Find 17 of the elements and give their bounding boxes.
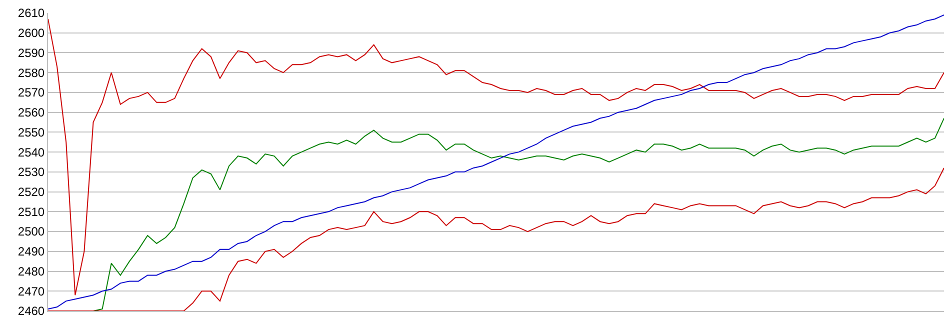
y-tick-label: 2510	[18, 204, 45, 219]
line-series	[92, 118, 944, 311]
y-tick-label: 2560	[18, 106, 45, 120]
y-tick-label: 2530	[18, 165, 45, 180]
y-tick-label: 2490	[18, 244, 45, 259]
y-tick-label: 2470	[18, 284, 45, 298]
y-tick-label: 2540	[18, 145, 45, 160]
y-tick-label: 2590	[18, 46, 45, 60]
y-tick-label: 2500	[18, 224, 45, 239]
y-tick-label: 2480	[18, 264, 45, 278]
y-tick-label: 2460	[18, 304, 45, 318]
y-tick-label: 2570	[18, 86, 45, 100]
y-tick-label: 2600	[18, 26, 45, 40]
y-tick-label: 2520	[18, 185, 45, 199]
y-tick-label: 2550	[18, 125, 45, 140]
y-tick-label: 2580	[18, 66, 45, 80]
y-tick-label: 2610	[18, 6, 45, 20]
